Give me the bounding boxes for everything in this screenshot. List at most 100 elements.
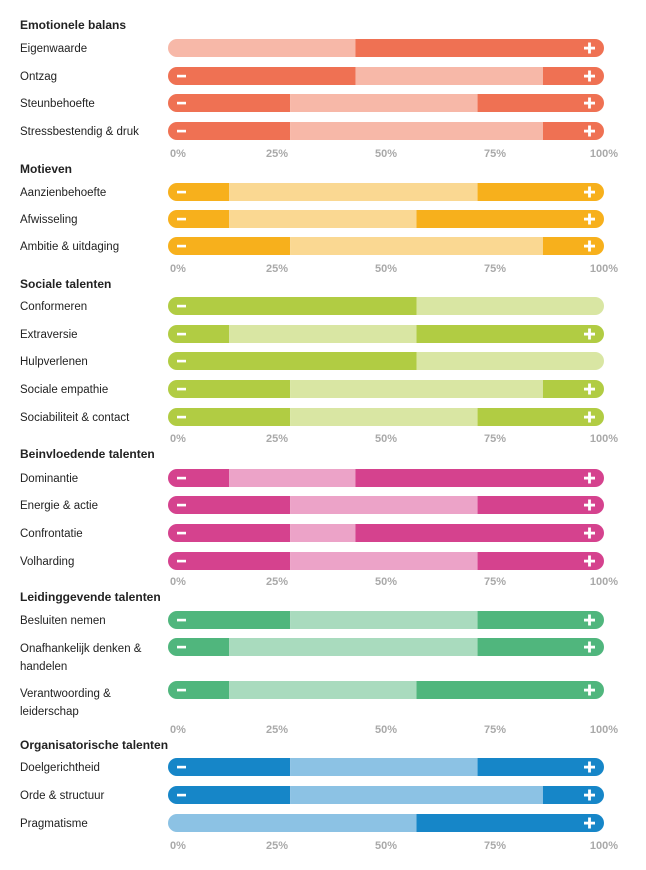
row-label: Ontzag xyxy=(20,71,57,83)
bar-range-segment xyxy=(290,758,478,776)
minus-icon xyxy=(177,74,186,78)
bar-low-segment xyxy=(168,681,230,699)
row-label: Stressbestendig & druk xyxy=(20,126,139,138)
group-1: Motieven Aanzienbehoefte Afwisseling Ambiti… xyxy=(20,162,618,275)
tick-label: 0% xyxy=(170,724,186,736)
tick-label: 50% xyxy=(375,576,397,588)
tick-label: 50% xyxy=(375,263,397,275)
bar-low-segment xyxy=(168,786,291,804)
tick-label: 100% xyxy=(590,433,618,445)
tick-label: 25% xyxy=(266,840,288,852)
tick-label: 25% xyxy=(266,576,288,588)
minus-icon xyxy=(177,190,186,194)
bar-range-segment xyxy=(290,611,478,629)
group-5: Organisatorische talenten Doelgerichtheid… xyxy=(20,738,618,852)
group-title: Organisatorische talenten xyxy=(20,738,168,752)
group-4: Leidinggevende talenten Besluiten nemen On… xyxy=(20,590,618,736)
bar-range-segment xyxy=(168,39,356,57)
plus-icon xyxy=(584,789,595,801)
group-title: Motieven xyxy=(20,162,72,176)
minus-icon xyxy=(177,359,186,363)
range-bar xyxy=(168,380,604,398)
row: Conformeren xyxy=(20,297,604,315)
row-label: Aanzienbehoefte xyxy=(20,187,106,199)
range-bar xyxy=(168,638,604,656)
bar-range-segment xyxy=(290,524,356,542)
bar-range-segment xyxy=(290,94,478,112)
bar-high-segment xyxy=(477,611,604,629)
range-bar xyxy=(168,496,604,514)
row-label: Eigenwaarde xyxy=(20,43,87,55)
tick-label: 75% xyxy=(484,576,506,588)
row: Pragmatisme xyxy=(20,814,604,832)
bar-high-segment xyxy=(416,814,604,832)
plus-icon xyxy=(584,411,595,423)
row-label: leiderschap xyxy=(20,706,79,718)
group-title: Emotionele balans xyxy=(20,18,126,32)
tick-label: 100% xyxy=(590,263,618,275)
plus-icon xyxy=(584,527,595,539)
row: Extraversie xyxy=(20,325,604,343)
bar-range-segment xyxy=(229,210,417,228)
range-bar xyxy=(168,786,604,804)
row-label: Dominantie xyxy=(20,473,78,485)
bar-range-segment xyxy=(416,297,604,315)
bar-range-segment xyxy=(355,67,543,85)
range-bar xyxy=(168,524,604,542)
row: Orde & structuur xyxy=(20,786,604,804)
plus-icon xyxy=(584,213,595,225)
group-2: Sociale talenten Conformeren Extraversie Hu… xyxy=(20,277,618,445)
plus-icon xyxy=(584,555,595,567)
row: Doelgerichtheid xyxy=(20,758,604,776)
minus-icon xyxy=(177,129,186,133)
row: Eigenwaarde xyxy=(20,39,604,57)
minus-icon xyxy=(177,765,186,769)
row: Volharding xyxy=(20,552,604,570)
bar-range-segment xyxy=(290,237,543,255)
bar-high-segment xyxy=(477,758,604,776)
tick-label: 50% xyxy=(375,840,397,852)
row: Dominantie xyxy=(20,469,604,487)
plus-icon xyxy=(584,641,595,653)
range-bar xyxy=(168,39,604,57)
minus-icon xyxy=(177,101,186,105)
range-bar xyxy=(168,67,604,85)
tick-label: 0% xyxy=(170,840,186,852)
bar-high-segment xyxy=(477,496,604,514)
minus-icon xyxy=(177,531,186,535)
bar-range-segment xyxy=(168,814,417,832)
plus-icon xyxy=(584,97,595,109)
minus-icon xyxy=(177,415,186,419)
bar-low-segment xyxy=(168,352,417,370)
plus-icon xyxy=(584,186,595,198)
plus-icon xyxy=(584,70,595,82)
tick-label: 100% xyxy=(590,576,618,588)
bar-low-segment xyxy=(168,94,291,112)
row: Sociale empathie xyxy=(20,380,604,398)
minus-icon xyxy=(177,688,186,692)
tick-label: 50% xyxy=(375,724,397,736)
plus-icon xyxy=(584,240,595,252)
group-title: Leidinggevende talenten xyxy=(20,590,161,604)
range-bar xyxy=(168,552,604,570)
bar-high-segment xyxy=(477,183,604,201)
row: Steunbehoefte xyxy=(20,94,604,112)
bar-range-segment xyxy=(290,380,543,398)
bar-low-segment xyxy=(168,408,291,426)
bar-range-segment xyxy=(290,408,478,426)
bar-low-segment xyxy=(168,638,230,656)
tick-label: 100% xyxy=(590,840,618,852)
bar-range-segment xyxy=(229,469,356,487)
row-label: Ambitie & uitdaging xyxy=(20,241,119,253)
bar-low-segment xyxy=(168,469,230,487)
range-bar xyxy=(168,611,604,629)
row-label: Pragmatisme xyxy=(20,818,88,830)
range-bar xyxy=(168,210,604,228)
row-label: Steunbehoefte xyxy=(20,98,95,110)
row-label: Volharding xyxy=(20,556,74,568)
row: Ontzag xyxy=(20,67,604,85)
row: Confrontatie xyxy=(20,524,604,542)
minus-icon xyxy=(177,304,186,308)
bar-low-segment xyxy=(168,552,291,570)
tick-label: 75% xyxy=(484,724,506,736)
